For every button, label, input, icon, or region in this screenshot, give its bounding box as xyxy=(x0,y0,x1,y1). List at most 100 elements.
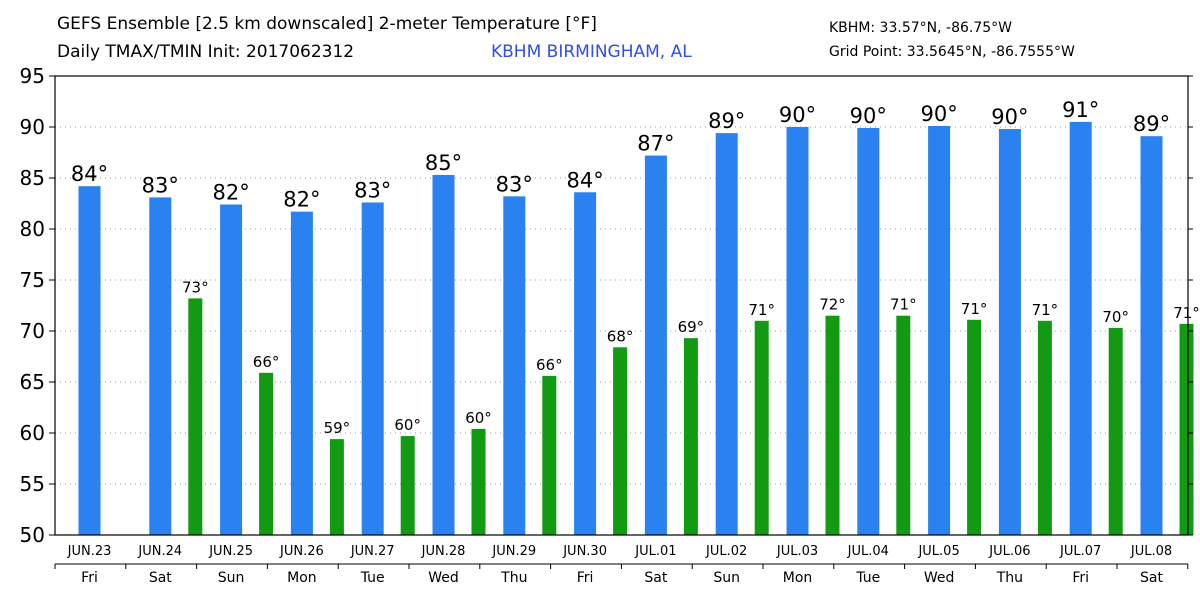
tmax-bar xyxy=(644,155,667,535)
tmax-bar xyxy=(1069,121,1092,536)
plot-frame xyxy=(54,75,1189,536)
tmax-data-label: 90° xyxy=(920,102,957,126)
y-tick-label: 95 xyxy=(20,64,45,88)
tmin-data-label: 71° xyxy=(1032,301,1059,319)
x-date-label: JUL.08 xyxy=(1130,544,1172,559)
tmax-data-label: 83° xyxy=(142,173,179,197)
tmax-data-label: 83° xyxy=(354,178,391,202)
chart-title: GEFS Ensemble [2.5 km downscaled] 2-mete… xyxy=(57,14,597,34)
tmax-data-label: 91° xyxy=(1062,98,1099,122)
tmin-bar xyxy=(400,436,415,535)
tmin-bar xyxy=(825,315,840,535)
tmin-data-label: 60° xyxy=(394,416,421,434)
tmax-data-label: 89° xyxy=(1133,112,1170,136)
x-date-label: JUL.03 xyxy=(776,544,818,559)
x-weekday-label: Wed xyxy=(924,570,955,586)
x-date-label: JUL.05 xyxy=(917,544,959,559)
x-weekday-label: Mon xyxy=(287,570,317,586)
tmin-bar xyxy=(542,375,557,535)
tmin-data-label: 59° xyxy=(324,419,351,437)
tmin-bar xyxy=(188,298,203,535)
x-weekday-label: Wed xyxy=(428,570,459,586)
tmax-data-label: 82° xyxy=(283,188,320,212)
tmax-bar xyxy=(574,192,597,535)
tmax-data-label: 82° xyxy=(212,181,249,205)
tmax-bar xyxy=(78,186,101,535)
tmin-bar xyxy=(1179,323,1194,535)
tmax-bar xyxy=(290,211,313,535)
x-date-label: JUN.25 xyxy=(208,544,253,559)
y-tick-label: 55 xyxy=(20,472,45,496)
y-tick-label: 60 xyxy=(20,421,45,445)
tmax-data-label: 84° xyxy=(71,162,108,186)
tmin-bar xyxy=(1037,320,1052,535)
grid-point-coordinates: Grid Point: 33.5645°N, -86.7555°W xyxy=(829,44,1075,60)
x-weekday-label: Tue xyxy=(360,570,385,586)
tmax-data-label: 87° xyxy=(637,132,674,156)
x-date-label: JUL.04 xyxy=(847,544,889,559)
y-tick-label: 50 xyxy=(20,523,45,547)
x-date-label: JUL.01 xyxy=(634,544,676,559)
y-tick-label: 85 xyxy=(20,166,45,190)
tmin-data-label: 71° xyxy=(1173,304,1200,322)
tmax-bar xyxy=(998,129,1021,536)
chart-subtitle: Daily TMAX/TMIN Init: 2017062312 xyxy=(57,42,355,62)
tmax-data-label: 84° xyxy=(566,168,603,192)
x-date-label: JUN.30 xyxy=(562,544,607,559)
x-weekday-label: Thu xyxy=(500,570,527,586)
x-date-label: JUN.29 xyxy=(491,544,536,559)
tmin-data-label: 71° xyxy=(961,300,988,318)
tmax-data-label: 85° xyxy=(425,151,462,175)
tmin-data-label: 70° xyxy=(1102,308,1129,326)
x-weekday-label: Mon xyxy=(783,570,813,586)
y-tick-label: 90 xyxy=(20,115,45,139)
y-tick-label: 80 xyxy=(20,217,45,241)
tmin-bar xyxy=(259,372,274,535)
tmax-bar xyxy=(857,128,880,535)
x-weekday-label: Sun xyxy=(218,570,245,586)
tmin-data-label: 66° xyxy=(253,353,280,371)
x-date-label: JUN.26 xyxy=(279,544,324,559)
x-date-label: JUN.23 xyxy=(67,544,112,559)
tmax-bar xyxy=(786,127,809,535)
tmin-data-label: 66° xyxy=(536,356,563,374)
tmax-bar xyxy=(432,174,455,535)
x-weekday-label: Sun xyxy=(713,570,740,586)
tmax-bar xyxy=(361,202,384,536)
tmin-data-label: 68° xyxy=(607,327,634,345)
tmax-data-label: 90° xyxy=(991,105,1028,129)
x-date-label: JUL.02 xyxy=(705,544,747,559)
tmax-bar xyxy=(715,133,738,535)
tmin-data-label: 60° xyxy=(465,409,492,427)
tmax-bar xyxy=(928,125,951,535)
x-weekday-label: Fri xyxy=(81,570,98,586)
tmin-data-label: 71° xyxy=(890,296,917,314)
tmax-bar xyxy=(1140,136,1163,535)
tmax-data-label: 89° xyxy=(708,109,745,133)
tmax-data-label: 90° xyxy=(850,104,887,128)
x-date-label: JUL.07 xyxy=(1059,544,1101,559)
tmin-bar xyxy=(754,320,769,535)
x-date-label: JUN.24 xyxy=(137,544,182,559)
tmax-data-label: 83° xyxy=(496,172,533,196)
tmax-bar xyxy=(149,197,172,535)
x-date-label: JUL.06 xyxy=(988,544,1030,559)
tmin-bar xyxy=(967,319,982,535)
tmin-bar xyxy=(471,428,486,535)
y-tick-label: 70 xyxy=(20,319,45,343)
tmin-bar xyxy=(683,338,698,535)
x-date-label: JUN.28 xyxy=(421,544,466,559)
tmin-data-label: 71° xyxy=(748,301,775,319)
tmax-bar xyxy=(503,196,526,536)
x-weekday-label: Sat xyxy=(1140,570,1163,586)
y-tick-label: 75 xyxy=(20,268,45,292)
station-label: KBHM BIRMINGHAM, AL xyxy=(491,42,692,62)
tmin-bar xyxy=(613,347,628,535)
x-weekday-label: Tue xyxy=(855,570,880,586)
x-weekday-label: Sat xyxy=(149,570,172,586)
x-weekday-label: Thu xyxy=(996,570,1023,586)
tmin-bar xyxy=(1108,327,1123,535)
x-weekday-label: Fri xyxy=(1072,570,1089,586)
x-weekday-label: Fri xyxy=(577,570,594,586)
